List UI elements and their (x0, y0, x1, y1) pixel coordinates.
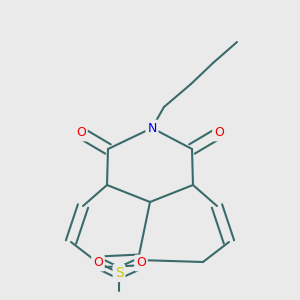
Text: O: O (93, 256, 103, 269)
Text: S: S (115, 266, 123, 280)
Text: N: N (147, 122, 157, 134)
Text: O: O (136, 256, 146, 269)
Text: O: O (214, 127, 224, 140)
Text: O: O (76, 127, 86, 140)
